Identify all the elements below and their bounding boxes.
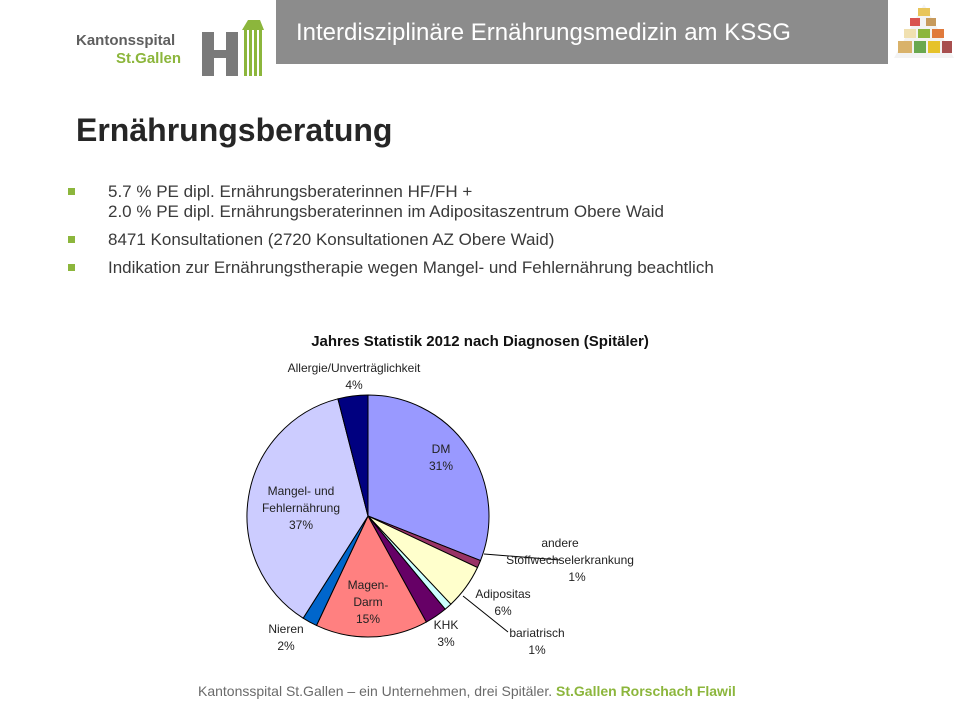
- slice-percent-label: 31%: [429, 459, 453, 473]
- chart-title: Jahres Statistik 2012 nach Diagnosen (Sp…: [311, 333, 649, 350]
- leader-line: [483, 553, 561, 561]
- slice-percent-label: 1%: [528, 643, 546, 657]
- header-banner: Interdisziplinäre Ernährungsmedizin am K…: [276, 0, 888, 64]
- pie-slice: [246, 398, 369, 619]
- slice-label: Adipositas: [475, 587, 530, 601]
- bullet-marker-icon: [68, 188, 75, 195]
- bullet-item: 5.7 % PE dipl. Ernährungsberaterinnen HF…: [68, 182, 928, 222]
- slice-label: andere: [541, 536, 579, 550]
- footer-sites: St.Gallen Rorschach Flawil: [556, 683, 736, 699]
- slice-label: Nieren: [268, 622, 303, 636]
- bullet-marker-icon: [68, 264, 75, 271]
- bullet-text: 8471 Konsultationen (2720 Konsultationen…: [108, 230, 555, 249]
- bullet-item: Indikation zur Ernährungstherapie wegen …: [68, 258, 928, 278]
- slice-percent-label: 4%: [345, 378, 363, 392]
- pie-slice: [315, 514, 427, 638]
- slice-label: Darm: [353, 595, 382, 609]
- logo-name-line2: St.Gallen: [116, 50, 182, 67]
- slice-percent-label: 3%: [437, 635, 455, 649]
- slice-percent-label: 6%: [494, 604, 512, 618]
- slice-percent-label: 1%: [568, 570, 586, 584]
- slice-percent-label: 37%: [289, 518, 313, 532]
- leader-line: [462, 595, 509, 633]
- logo-name-line1: Kantonsspital: [76, 32, 176, 49]
- footer-text: Kantonsspital St.Gallen – ein Unternehme…: [198, 683, 553, 699]
- page-title: Ernährungsberatung: [76, 112, 393, 148]
- banner-title: Interdisziplinäre Ernährungsmedizin am K…: [296, 19, 791, 46]
- footer: Kantonsspital St.Gallen – ein Unternehme…: [198, 683, 736, 699]
- slice-label: KHK: [434, 618, 459, 632]
- slice-label: Fehlernährung: [262, 501, 340, 515]
- kssg-h-logo-icon: [202, 20, 264, 76]
- bullet-item: 8471 Konsultationen (2720 Konsultationen…: [68, 230, 928, 250]
- kssg-logo: Kantonsspital St.Gallen: [60, 18, 275, 76]
- bullet-text: Indikation zur Ernährungstherapie wegen …: [108, 258, 714, 277]
- bullet-text: 2.0 % PE dipl. Ernährungsberaterinnen im…: [108, 202, 664, 221]
- pie-slice: [337, 394, 369, 517]
- slice-label: Stoffwechselerkrankung: [506, 553, 634, 567]
- bullet-list: 5.7 % PE dipl. Ernährungsberaterinnen HF…: [68, 182, 928, 286]
- slice-label: DM: [432, 442, 451, 456]
- slice-label: Mangel- und: [268, 484, 335, 498]
- slice-label: Allergie/Unverträglichkeit: [288, 361, 421, 375]
- slice-label: Magen-: [348, 578, 389, 592]
- food-pyramid-image: [894, 4, 954, 58]
- slice-percent-label: 15%: [356, 612, 380, 626]
- bullet-text: 5.7 % PE dipl. Ernährungsberaterinnen HF…: [108, 182, 473, 201]
- slice-label: bariatrisch: [509, 626, 564, 640]
- bullet-marker-icon: [68, 236, 75, 243]
- slice-percent-label: 2%: [277, 639, 295, 653]
- pie-slice: [367, 394, 490, 562]
